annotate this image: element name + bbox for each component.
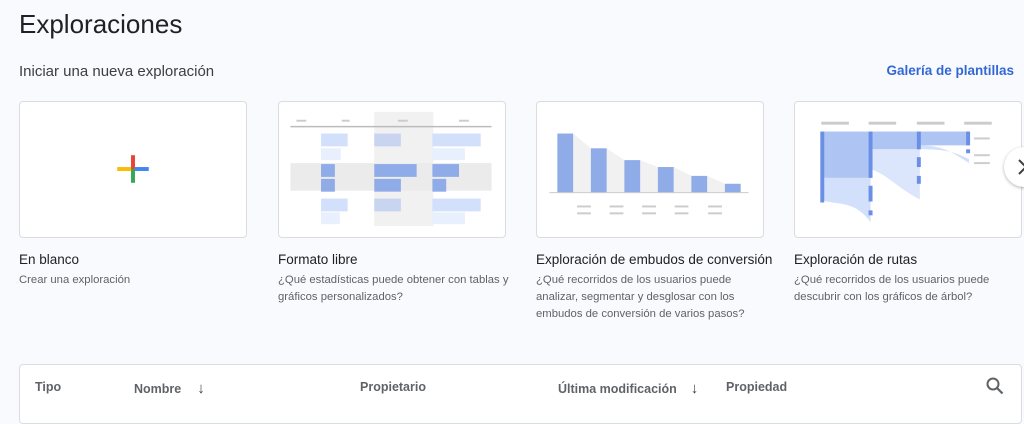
template-title-blank[interactable]: En blanco [19, 252, 80, 267]
table-thumbnail-icon [290, 111, 492, 227]
column-header-owner[interactable]: Propietario [360, 380, 426, 394]
template-card-blank[interactable] [19, 101, 247, 238]
template-card-funnel[interactable] [536, 101, 764, 238]
column-label: Última modificación [558, 381, 677, 396]
column-header-name[interactable]: Nombre ↓ [134, 380, 205, 397]
column-header-type[interactable]: Tipo [35, 380, 61, 394]
template-desc-blank: Crear una exploración [19, 274, 131, 286]
template-gallery-link[interactable]: Galería de plantillas [886, 63, 1014, 78]
plus-icon [117, 155, 149, 183]
path-thumbnail-icon [820, 121, 992, 223]
next-templates-button[interactable] [1004, 147, 1024, 187]
chevron-right-icon [1018, 159, 1024, 175]
page-title: Exploraciones [19, 9, 183, 39]
column-header-property[interactable]: Propiedad [726, 380, 787, 394]
column-label: Propiedad [726, 380, 788, 394]
template-desc-funnel: ¿Qué recorridos de los usuarios puede an… [536, 274, 745, 320]
funnel-thumbnail-icon [549, 133, 749, 215]
template-desc-free-form: ¿Qué estadísticas puede obtener con tabl… [278, 274, 509, 303]
template-card-path[interactable] [794, 101, 1022, 238]
section-subtitle: Iniciar una nueva exploración [19, 63, 215, 80]
search-icon[interactable] [986, 377, 1004, 395]
template-card-free-form[interactable] [278, 101, 506, 238]
template-title-path[interactable]: Exploración de rutas [794, 252, 918, 267]
column-header-last-modified[interactable]: Última modificación ↓ [558, 380, 698, 397]
template-title-funnel[interactable]: Exploración de embudos de conversión [536, 252, 773, 267]
template-title-free-form[interactable]: Formato libre [278, 252, 358, 267]
arrow-down-icon: ↓ [197, 380, 205, 397]
column-label: Nombre [134, 381, 182, 396]
arrow-down-icon: ↓ [690, 380, 699, 397]
column-label: Tipo [35, 380, 62, 394]
column-label: Propietario [360, 380, 426, 394]
explorations-table: Tipo Nombre ↓ Propietario Última modifica… [19, 364, 1022, 424]
template-desc-path: ¿Qué recorridos de los usuarios puede de… [794, 274, 990, 303]
